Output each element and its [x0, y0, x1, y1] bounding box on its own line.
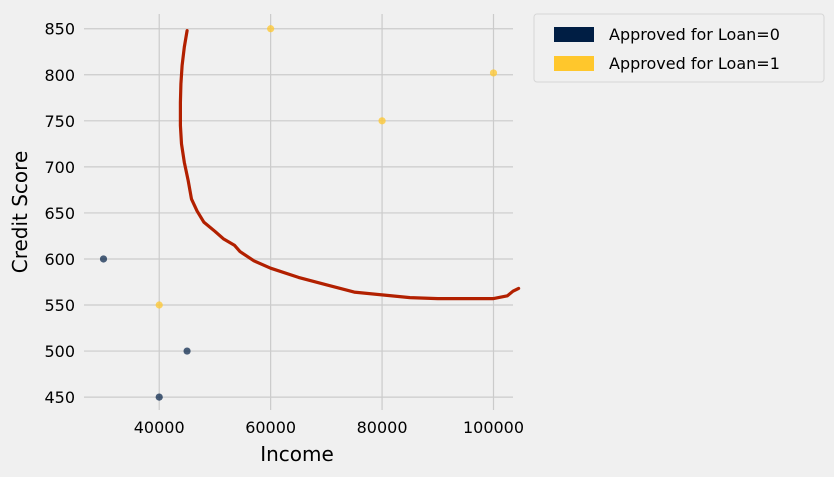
decision-boundary-line [178, 29, 521, 301]
decision-boundary [178, 29, 521, 301]
x-axis-label: Income [260, 442, 334, 466]
point-approved-1 [155, 301, 163, 309]
legend-swatch [554, 27, 594, 42]
legend-swatch [554, 56, 594, 71]
y-tick-label: 650 [44, 204, 75, 223]
data-points [99, 25, 498, 401]
point-approved-0 [99, 255, 108, 263]
point-approved-0 [183, 347, 191, 355]
x-tick-label: 40000 [134, 418, 185, 437]
y-tick-label: 800 [44, 66, 75, 85]
x-tick-label: 60000 [245, 418, 296, 437]
legend: Approved for Loan=0 Approved for Loan=1 [533, 13, 825, 83]
x-tick-label: 80000 [357, 418, 408, 437]
y-tick-label: 550 [44, 296, 75, 315]
point-approved-1 [267, 25, 275, 33]
point-approved-1 [489, 69, 498, 77]
y-tick-label: 850 [44, 20, 75, 39]
legend-box [533, 13, 825, 83]
y-tick-label: 500 [44, 342, 75, 361]
y-axis-label: Credit Score [8, 151, 32, 274]
y-axis-ticks: 450 500 550 600 650 700 750 800 850 [44, 20, 75, 407]
legend-label: Approved for Loan=1 [609, 54, 780, 73]
point-approved-1 [378, 117, 386, 125]
y-tick-label: 450 [44, 388, 75, 407]
x-tick-label: 100000 [463, 418, 524, 437]
y-tick-label: 600 [44, 250, 75, 269]
y-tick-label: 700 [44, 158, 75, 177]
point-approved-0 [155, 393, 163, 401]
grid-lines [84, 14, 513, 410]
legend-label: Approved for Loan=0 [609, 25, 780, 44]
y-tick-label: 750 [44, 112, 75, 131]
x-axis-ticks: 40000 60000 80000 100000 [134, 418, 524, 437]
